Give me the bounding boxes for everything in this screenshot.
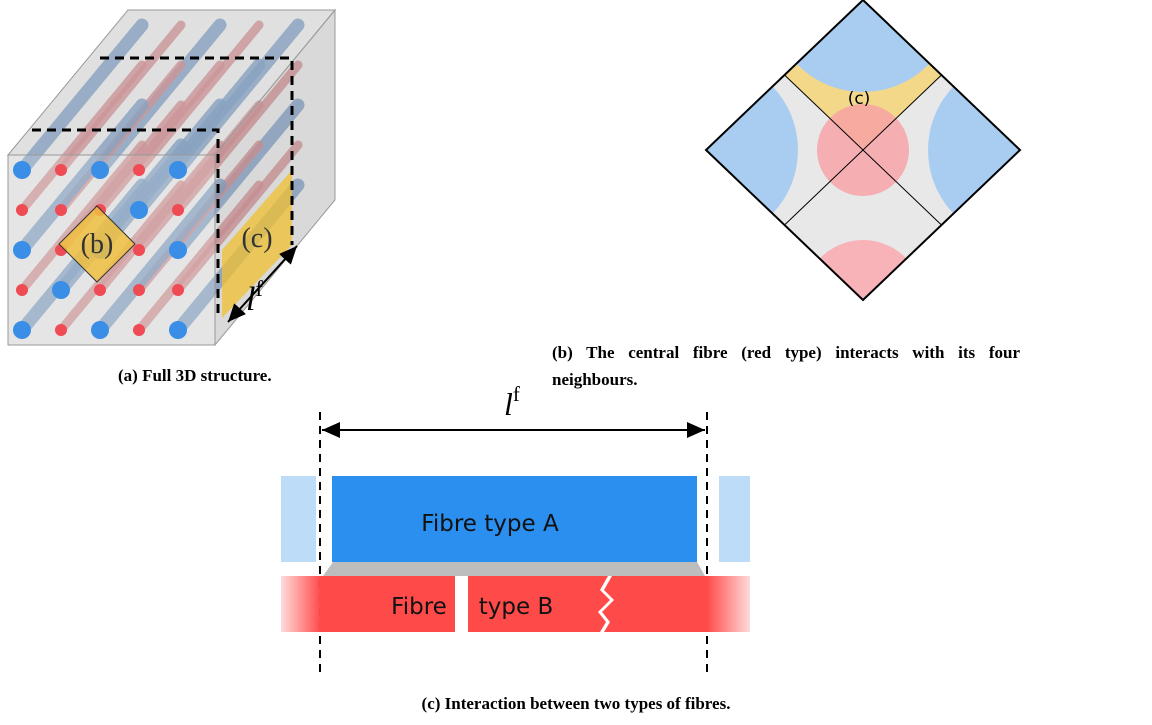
- fibre-dots: [13, 161, 187, 339]
- region-b: [58, 205, 136, 283]
- length-superscript: f: [255, 276, 263, 301]
- fibre-dot: [172, 284, 184, 296]
- unit-cell: [706, 0, 1020, 300]
- length-arrow: [227, 245, 298, 323]
- unit-cell-border: [704, 0, 1022, 302]
- fibre-dot: [55, 164, 67, 176]
- length-symbol: l: [504, 386, 513, 422]
- label-c: (c): [241, 223, 272, 254]
- fibre-dot: [55, 324, 67, 336]
- fibre-dot: [13, 161, 31, 179]
- length-label: lf: [504, 382, 520, 422]
- fibre-a-stub: [281, 476, 316, 562]
- fibre-dot: [169, 161, 187, 179]
- dashed-outline: [100, 56, 294, 245]
- caption: (c) Interaction between two types of fib…: [421, 694, 731, 713]
- fibre-dot: [16, 204, 28, 216]
- fibre-dot: [130, 201, 148, 219]
- fibre-a-label: Fibre type A: [421, 511, 559, 537]
- length-symbol: l: [246, 281, 255, 318]
- fibre-rod: [134, 20, 264, 175]
- fibre-dot: [169, 241, 187, 259]
- fibre-dot: [13, 321, 31, 339]
- fibre-dot: [16, 284, 28, 296]
- fibre-b: [602, 576, 707, 632]
- dashed-outline: [32, 128, 220, 318]
- fibre-b-end: [707, 576, 750, 632]
- fibre-dot: [169, 321, 187, 339]
- fibre-a-stub: [719, 476, 750, 562]
- length-superscript: f: [513, 382, 520, 406]
- fibre-dot: [13, 241, 31, 259]
- fibre-dot: [172, 204, 184, 216]
- fibre-dot: [91, 321, 109, 339]
- label-c: (c): [848, 89, 871, 109]
- fibre-b: [320, 576, 455, 632]
- label-b: (b): [81, 229, 114, 260]
- fibre-rod: [56, 20, 186, 175]
- fibre-b-label: type B: [479, 594, 553, 620]
- fibre-dot: [55, 204, 67, 216]
- fibre-rod: [93, 18, 227, 177]
- fibre-dot: [133, 164, 145, 176]
- fibre-b-label: Fibre: [391, 594, 447, 620]
- fibre-rod: [15, 18, 149, 177]
- fibre-dot: [91, 161, 109, 179]
- fibre-a: [332, 476, 697, 562]
- fibre-dot: [133, 244, 145, 256]
- caption: (a) Full 3D structure.: [118, 366, 272, 385]
- fibre-b-end: [281, 576, 321, 632]
- fibre-dot: [52, 281, 70, 299]
- interface: [323, 562, 705, 576]
- fibre-dot: [133, 324, 145, 336]
- fibre-b: [468, 576, 610, 632]
- caption: (b) The central fibre (red type) interac…: [552, 343, 1020, 389]
- length-label: lf: [246, 276, 263, 318]
- fibre-dot: [133, 284, 145, 296]
- fibre-dot: [94, 284, 106, 296]
